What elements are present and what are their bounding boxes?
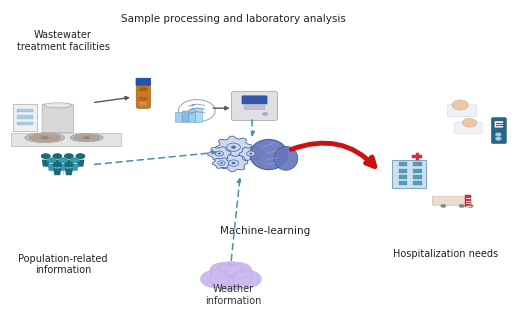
Circle shape <box>468 204 473 208</box>
Circle shape <box>218 161 225 165</box>
Polygon shape <box>76 160 84 167</box>
Polygon shape <box>65 160 73 167</box>
Polygon shape <box>65 168 73 175</box>
Ellipse shape <box>250 140 288 170</box>
Polygon shape <box>208 147 231 161</box>
Circle shape <box>58 157 68 163</box>
Circle shape <box>220 162 223 164</box>
Polygon shape <box>11 133 121 146</box>
FancyBboxPatch shape <box>413 182 422 185</box>
FancyBboxPatch shape <box>139 92 147 96</box>
Circle shape <box>70 157 80 163</box>
FancyBboxPatch shape <box>242 96 267 104</box>
FancyBboxPatch shape <box>136 81 151 108</box>
Circle shape <box>246 151 255 156</box>
Ellipse shape <box>44 103 72 108</box>
Circle shape <box>52 153 62 159</box>
Circle shape <box>452 100 469 110</box>
FancyBboxPatch shape <box>42 104 74 133</box>
FancyBboxPatch shape <box>244 105 265 110</box>
FancyBboxPatch shape <box>399 169 407 172</box>
FancyBboxPatch shape <box>399 175 407 179</box>
FancyBboxPatch shape <box>17 115 33 119</box>
FancyBboxPatch shape <box>196 109 202 122</box>
Text: Population-related
information: Population-related information <box>19 254 108 276</box>
Circle shape <box>495 137 501 141</box>
Circle shape <box>200 270 230 288</box>
Text: Machine-learning: Machine-learning <box>220 226 310 236</box>
FancyBboxPatch shape <box>413 162 422 166</box>
FancyBboxPatch shape <box>139 102 147 106</box>
Circle shape <box>215 151 224 156</box>
Circle shape <box>232 270 261 288</box>
Polygon shape <box>54 168 61 175</box>
FancyBboxPatch shape <box>175 112 182 122</box>
FancyBboxPatch shape <box>413 175 422 179</box>
Polygon shape <box>213 158 231 169</box>
Circle shape <box>218 153 221 154</box>
Circle shape <box>262 112 268 115</box>
FancyBboxPatch shape <box>13 104 38 131</box>
FancyBboxPatch shape <box>139 88 147 91</box>
Circle shape <box>227 143 240 151</box>
Circle shape <box>495 133 501 136</box>
FancyBboxPatch shape <box>413 169 422 172</box>
FancyBboxPatch shape <box>232 91 278 120</box>
FancyBboxPatch shape <box>17 122 33 125</box>
FancyBboxPatch shape <box>494 121 503 128</box>
Polygon shape <box>219 155 248 172</box>
FancyBboxPatch shape <box>399 162 407 166</box>
FancyBboxPatch shape <box>139 97 147 101</box>
Ellipse shape <box>70 134 103 142</box>
FancyBboxPatch shape <box>432 196 470 205</box>
Circle shape <box>210 263 236 278</box>
Ellipse shape <box>274 146 298 170</box>
Circle shape <box>226 263 252 278</box>
FancyBboxPatch shape <box>399 182 407 185</box>
FancyBboxPatch shape <box>454 122 482 134</box>
FancyBboxPatch shape <box>465 194 471 207</box>
FancyBboxPatch shape <box>189 110 196 122</box>
FancyBboxPatch shape <box>136 78 151 85</box>
Circle shape <box>228 160 239 166</box>
Polygon shape <box>215 136 252 158</box>
FancyBboxPatch shape <box>17 109 33 112</box>
FancyBboxPatch shape <box>182 111 189 122</box>
FancyBboxPatch shape <box>491 118 506 143</box>
Polygon shape <box>48 164 56 171</box>
Circle shape <box>52 162 62 168</box>
Text: Wastewater
treatment facilities: Wastewater treatment facilities <box>16 30 110 52</box>
Polygon shape <box>70 164 78 171</box>
Ellipse shape <box>41 137 49 139</box>
Ellipse shape <box>29 134 61 141</box>
Circle shape <box>462 118 477 127</box>
Circle shape <box>232 162 235 164</box>
Polygon shape <box>42 160 50 167</box>
Text: Weather
information: Weather information <box>205 284 262 306</box>
Text: Hospitalization needs: Hospitalization needs <box>393 249 499 258</box>
FancyBboxPatch shape <box>447 105 477 117</box>
Circle shape <box>440 204 446 208</box>
Polygon shape <box>59 164 67 171</box>
Text: Sample processing and laboratory analysis: Sample processing and laboratory analysi… <box>121 14 346 24</box>
FancyBboxPatch shape <box>392 160 426 189</box>
Ellipse shape <box>84 137 90 139</box>
Ellipse shape <box>73 135 100 141</box>
Circle shape <box>210 265 252 290</box>
Circle shape <box>64 153 74 159</box>
Circle shape <box>219 262 242 276</box>
Polygon shape <box>239 147 263 161</box>
Circle shape <box>250 153 252 154</box>
Circle shape <box>459 204 464 208</box>
Circle shape <box>47 157 57 163</box>
Circle shape <box>64 162 74 168</box>
Ellipse shape <box>25 133 65 142</box>
Polygon shape <box>54 160 61 167</box>
Circle shape <box>75 153 85 159</box>
Circle shape <box>231 146 236 149</box>
Circle shape <box>41 153 51 159</box>
